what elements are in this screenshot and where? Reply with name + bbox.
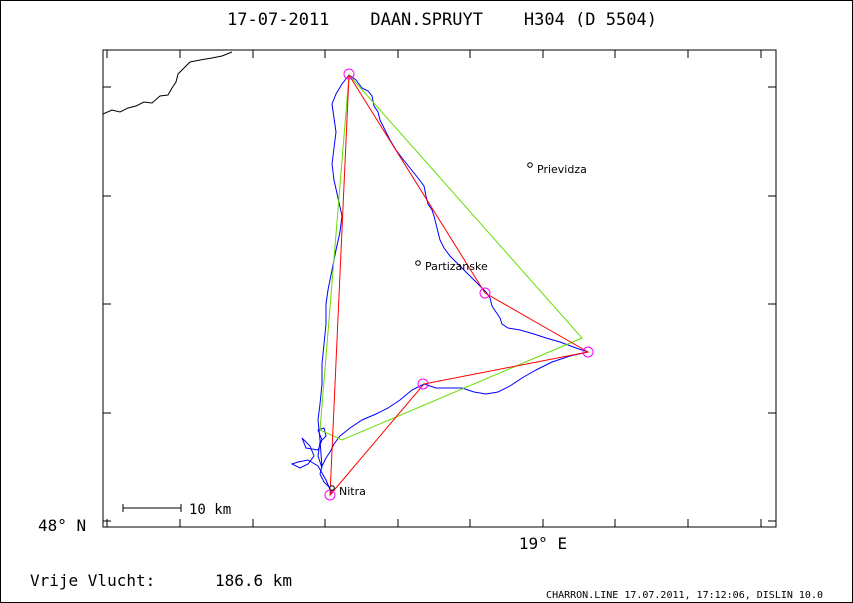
turnpoint-marker [417, 378, 429, 390]
scale-label: 10 km [189, 502, 231, 518]
longitude-label: 19° E [519, 534, 567, 553]
town-marker [415, 260, 421, 266]
turnpoint-marker [479, 287, 491, 299]
scale-bar [122, 504, 182, 512]
credit-line: CHARRON.LINE 17.07.2011, 17:12:06, DISLI… [546, 590, 823, 601]
turnpoint-marker [582, 346, 594, 358]
flown-task-lines [329, 74, 590, 497]
country-border [102, 51, 233, 115]
map-frame [102, 49, 777, 528]
distance-value: 186.6 km [215, 571, 292, 590]
turnpoint-marker [343, 68, 355, 80]
distance-label: Vrije Vlucht: [30, 571, 155, 590]
town-marker [329, 485, 335, 491]
town-marker [527, 162, 533, 168]
turnpoint-marker [324, 489, 336, 501]
town-label: Nitra [339, 485, 366, 498]
gps-track [290, 74, 589, 495]
town-label: Prievidza [537, 163, 587, 176]
latitude-label: 48° N [38, 516, 86, 535]
town-label: Partizanske [425, 260, 488, 273]
optimized-task-lines [319, 73, 583, 441]
axis-ticks [103, 50, 776, 527]
page-title: 17-07-2011 DAAN.SPRUYT H304 (D 5504) [227, 10, 657, 30]
